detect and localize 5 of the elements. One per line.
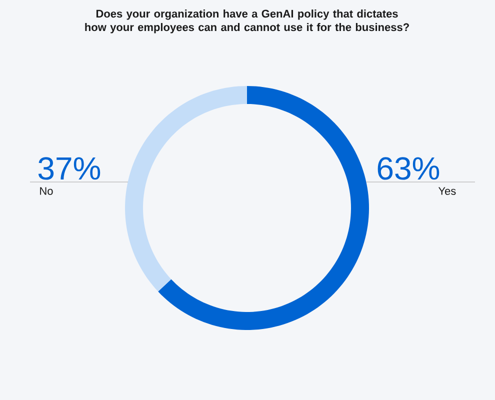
data-label: 37%	[38, 157, 100, 180]
data-label: 63%	[378, 157, 440, 180]
chart-title: Does your organization have a GenAI policy that dictates how your employees can and cannot use it for the business?	[85, 10, 409, 34]
slice-label: Yes	[438, 187, 456, 195]
slice-label: No	[40, 187, 53, 195]
